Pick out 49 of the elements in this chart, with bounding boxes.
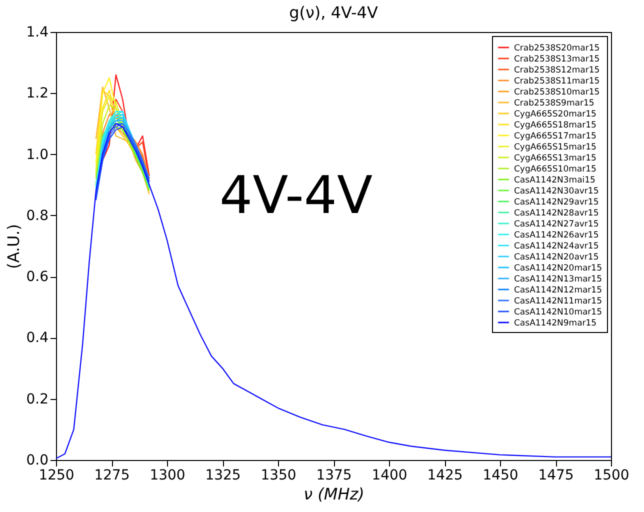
y-tick-label: 0.0 bbox=[26, 452, 48, 468]
legend-label: CasA1142N10mar15 bbox=[514, 308, 602, 318]
x-tick-label: 1375 bbox=[316, 468, 352, 484]
y-tick-label: 0.2 bbox=[26, 391, 48, 408]
legend-label: CasA1142N12mar15 bbox=[514, 286, 602, 296]
legend-label: CasA1142N20avr15 bbox=[514, 252, 599, 262]
legend-label: CygA665S15mar15 bbox=[514, 142, 596, 152]
x-tick-label: 1250 bbox=[38, 468, 74, 484]
y-tick-label: 1.2 bbox=[26, 86, 48, 102]
legend-label: CasA1142N29avr15 bbox=[514, 198, 599, 208]
x-tick-label: 1400 bbox=[372, 468, 408, 484]
x-tick-label: 1325 bbox=[205, 468, 241, 484]
legend-label: CygA665S10mar15 bbox=[514, 164, 596, 174]
chart-title: g(ν), 4V-4V bbox=[289, 3, 378, 22]
legend-label: Crab2538S20mar15 bbox=[514, 44, 600, 54]
legend-label: CasA1142N27avr15 bbox=[514, 220, 599, 230]
x-tick-label: 1350 bbox=[260, 468, 296, 484]
legend-label: CygA665S13mar15 bbox=[514, 154, 596, 164]
legend-label: CasA1142N30avr15 bbox=[514, 186, 599, 196]
x-tick-label: 1500 bbox=[594, 468, 630, 484]
legend-label: CasA1142N26avr15 bbox=[514, 230, 599, 240]
legend-label: Crab2538S10mar15 bbox=[514, 88, 600, 98]
legend-label: CasA1142N11mar15 bbox=[514, 296, 602, 306]
x-tick-label: 1300 bbox=[150, 468, 186, 484]
legend-label: CasA1142N28avr15 bbox=[514, 208, 599, 218]
legend-label: CygA665S17mar15 bbox=[514, 132, 596, 142]
legend-label: Crab2538S13mar15 bbox=[514, 54, 600, 64]
y-tick-label: 0.4 bbox=[26, 330, 49, 346]
y-tick-label: 1.0 bbox=[26, 146, 48, 163]
y-axis-title: (A.U.) bbox=[4, 224, 24, 270]
x-axis-title: ν (MHz) bbox=[304, 484, 364, 504]
legend-label: CasA1142N24avr15 bbox=[514, 242, 599, 252]
legend-label: Crab2538S12mar15 bbox=[514, 66, 600, 76]
y-tick-label: 1.4 bbox=[26, 24, 49, 40]
x-tick-label: 1275 bbox=[94, 468, 130, 484]
y-tick-label: 0.6 bbox=[26, 269, 49, 286]
x-tick-label: 1475 bbox=[538, 468, 574, 484]
legend-label: Crab2538S9mar15 bbox=[514, 98, 594, 108]
legend-label: CasA1142N20mar15 bbox=[514, 264, 602, 274]
x-tick-label: 1425 bbox=[427, 468, 463, 484]
legend-label: Crab2538S11mar15 bbox=[514, 76, 600, 86]
legend-label: CasA1142N13mar15 bbox=[514, 274, 602, 284]
legend-label: CygA665S18mar15 bbox=[514, 120, 596, 130]
y-tick-label: 0.8 bbox=[26, 208, 48, 224]
annotation: 4V-4V bbox=[219, 166, 373, 226]
legend-label: CasA1142N9mar15 bbox=[514, 318, 597, 328]
legend-label: CygA665S20mar15 bbox=[514, 110, 596, 120]
x-tick-label: 1450 bbox=[482, 468, 518, 484]
legend-label: CasA1142N3mai15 bbox=[514, 176, 596, 186]
